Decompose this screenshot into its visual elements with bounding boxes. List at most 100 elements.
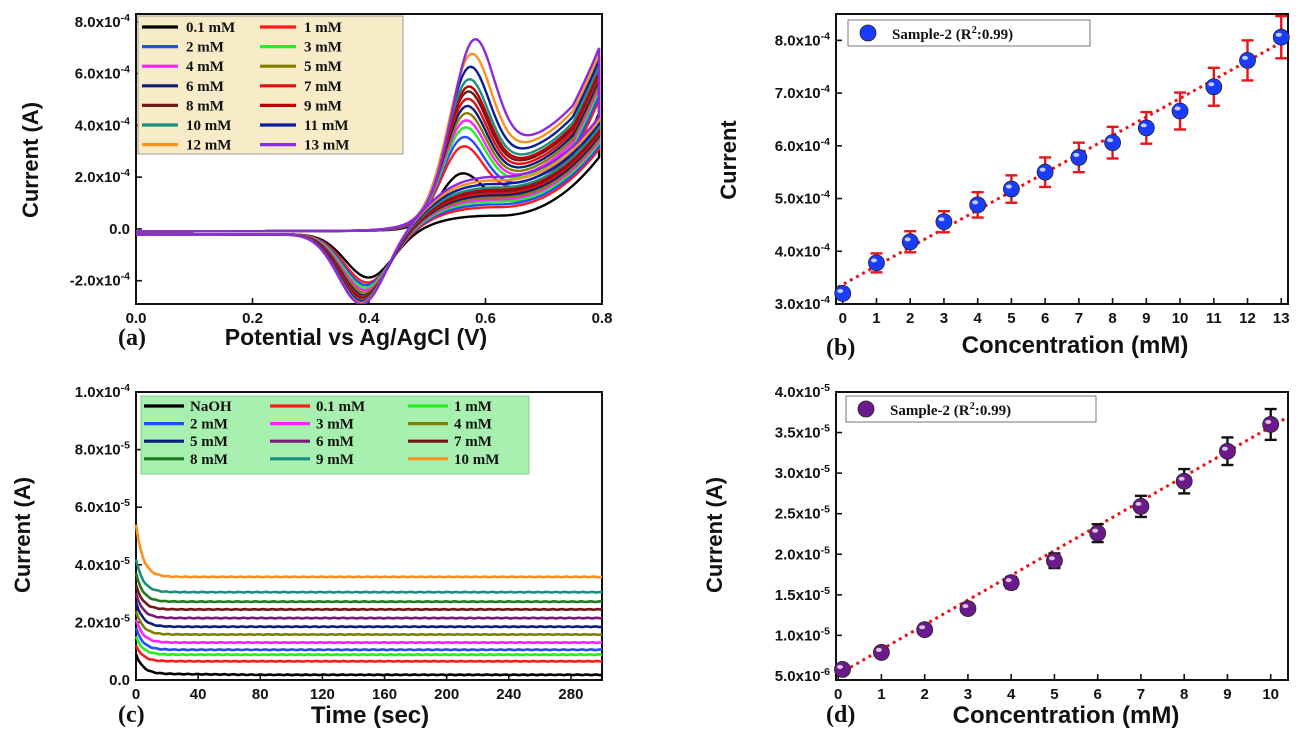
y-tick-label: 7.0x10-4	[775, 83, 830, 102]
x-tick-label: 3	[940, 310, 948, 327]
legend: 0.1 mM 1 mM 2 mM 3 mM 4 mM 5 mM 6 mM 7 mM 8 mM 9 …	[137, 15, 404, 155]
legend-label: 10 mM	[454, 452, 499, 468]
amperometric-curve	[134, 601, 603, 629]
data-point	[1205, 78, 1223, 96]
y-tick-label: 0.0	[109, 672, 130, 689]
x-tick-label: 10	[1262, 686, 1279, 703]
data-point	[873, 644, 890, 661]
data-point	[1036, 163, 1054, 181]
point-highlight	[972, 200, 979, 205]
data-point	[969, 196, 987, 214]
y-axis-label: Current (A)	[702, 477, 727, 593]
x-tick-label: 0	[132, 686, 140, 703]
point-highlight	[1107, 138, 1114, 143]
panel-label: (c)	[118, 702, 145, 728]
legend-label: 10 mM	[186, 118, 231, 134]
amperometric-curve	[134, 593, 603, 620]
legend-label: 8 mM	[186, 98, 224, 114]
plot-frame	[835, 391, 1289, 681]
legend-label: 4 mM	[186, 59, 224, 75]
x-tick-label: 1	[877, 686, 885, 703]
point-highlight	[1208, 82, 1215, 87]
y-tick-label: -2.0x10-4	[70, 271, 130, 290]
legend-label: 13 mM	[304, 138, 349, 154]
data-point	[959, 600, 977, 618]
legend-label: Sample-2 (R2:0.99)	[890, 401, 1011, 419]
y-tick-label: 8.0x10-4	[75, 12, 130, 31]
x-axis-label: Concentration (mM)	[953, 702, 1180, 729]
data-point	[935, 213, 953, 231]
point-highlight	[870, 258, 877, 263]
legend-box	[847, 19, 1091, 47]
x-tick-label: 280	[558, 686, 583, 703]
data-point	[1104, 134, 1121, 152]
point-highlight	[1174, 106, 1181, 111]
y-tick-label: 4.0x10-5	[75, 555, 130, 574]
amperometric-curve	[134, 572, 603, 604]
x-tick-label: 4	[1007, 686, 1016, 703]
y-tick-label: 1.5x10-5	[775, 585, 830, 604]
x-tick-label: 6	[1094, 686, 1102, 703]
y-tick-label: 2.0x10-5	[775, 544, 830, 563]
x-axis-label: Time (sec)	[311, 702, 429, 729]
legend-label: 12 mM	[186, 138, 231, 154]
y-tick-label: 4.0x10-4	[775, 241, 830, 260]
series-group	[136, 38, 601, 304]
point-highlight	[875, 647, 882, 652]
y-tick-label: 5.0x10-4	[775, 189, 830, 208]
legend-label: 0.1 mM	[186, 20, 235, 36]
x-tick-label: 40	[190, 686, 207, 703]
x-tick-label: 8	[1108, 310, 1116, 327]
x-tick-label: 6	[1041, 310, 1049, 327]
y-tick-label: 6.0x10-4	[775, 136, 830, 155]
point-highlight	[1275, 32, 1282, 37]
data-point	[1046, 552, 1063, 570]
x-tick-label: 1	[872, 310, 880, 327]
y-tick-label: 2.0x10-4	[75, 167, 130, 186]
x-tick-label: 9	[1142, 310, 1150, 327]
x-tick-label: 2	[906, 310, 914, 327]
legend-label: NaOH	[190, 399, 232, 415]
cv-curve	[136, 38, 601, 304]
data-point	[901, 233, 919, 251]
data-point	[1070, 149, 1088, 166]
x-tick-label: 10	[1172, 310, 1189, 327]
data-point	[1272, 28, 1290, 46]
x-tick-label: 7	[1075, 310, 1083, 327]
x-tick-label: 0	[834, 686, 842, 703]
amperometric-curve	[134, 644, 603, 663]
panel-label: (b)	[826, 335, 855, 361]
x-tick-label: 0.8	[592, 310, 613, 327]
legend-label: 7 mM	[454, 434, 492, 450]
y-tick-label: 2.5x10-5	[775, 504, 830, 523]
y-tick-label: 1.0x10-5	[775, 625, 830, 644]
data-point	[1239, 52, 1256, 69]
amperometric-curve	[134, 635, 603, 657]
y-tick-label: 0.0	[109, 221, 130, 238]
x-tick-label: 7	[1137, 686, 1145, 703]
point-highlight	[1005, 578, 1012, 583]
y-tick-label: 3.0x10-5	[775, 463, 830, 482]
data-point	[1002, 574, 1020, 592]
point-highlight	[904, 237, 911, 242]
x-axis-label: Potential vs Ag/AgCl (V)	[225, 324, 487, 350]
amperometric-curve	[134, 627, 603, 652]
point-highlight	[919, 625, 926, 630]
panel-0: -2.0x10-4 0.0 2.0x10-4 4.0x10-4 6.0x10-4 8.0x…	[18, 12, 612, 351]
series-group	[134, 524, 603, 677]
x-tick-label: 160	[372, 686, 397, 703]
point-highlight	[938, 217, 945, 222]
y-tick-label: 3.5x10-5	[775, 423, 830, 442]
legend-label: 8 mM	[190, 452, 228, 468]
x-tick-label: 0	[839, 310, 847, 327]
legend-label: 9 mM	[316, 452, 354, 468]
legend-label: 2 mM	[190, 417, 228, 433]
point-highlight	[1048, 556, 1055, 561]
point-highlight	[962, 604, 969, 609]
legend: NaOH 0.1 mM 1 mM 2 mM 3 mM 4 mM 5 mM 6 mM 7 mM 8 …	[140, 395, 530, 475]
point-highlight	[1039, 167, 1046, 172]
data-point	[868, 254, 885, 272]
point-highlight	[1178, 476, 1185, 481]
point-highlight	[1073, 152, 1080, 157]
amperometric-curve	[134, 653, 603, 677]
